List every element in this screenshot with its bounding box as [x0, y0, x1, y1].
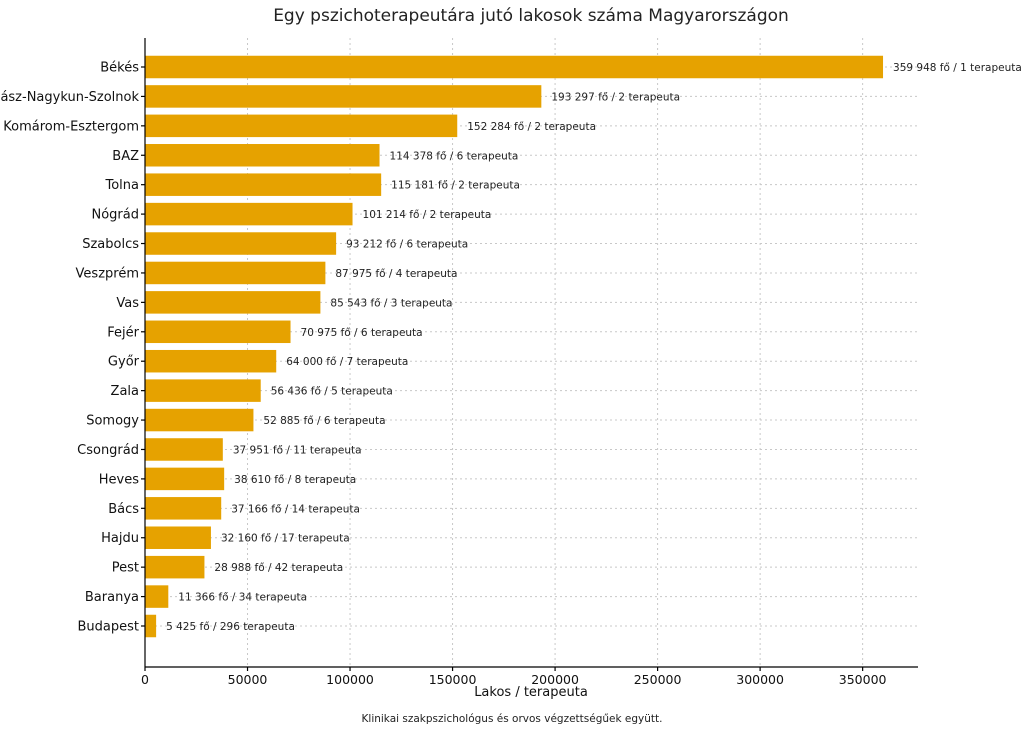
- bar-data-label: 5 425 fő / 296 terapeuta: [166, 621, 295, 633]
- category-label: Somogy: [86, 414, 139, 429]
- category-label: Bács: [108, 502, 139, 517]
- category-label: Csongrád: [77, 443, 139, 458]
- category-label: Nógrád: [92, 208, 140, 223]
- bar-data-label: 56 436 fő / 5 terapeuta: [271, 386, 393, 398]
- bar-data-label: 64 000 fő / 7 terapeuta: [286, 356, 408, 368]
- bar-data-label: 114 378 fő / 6 terapeuta: [390, 150, 519, 162]
- category-label: Szabolcs: [82, 237, 139, 252]
- category-label: Békés: [100, 61, 139, 76]
- category-label: Baranya: [85, 590, 139, 605]
- bar-data-label: 11 366 fő / 34 terapeuta: [178, 592, 307, 604]
- bar: [145, 438, 223, 461]
- category-label: Komárom-Esztergom: [3, 119, 139, 134]
- bar: [145, 114, 458, 138]
- bar: [145, 585, 169, 608]
- bar-data-label: 28 988 fő / 42 terapeuta: [214, 562, 343, 574]
- grid-lines: [145, 38, 918, 667]
- bar: [145, 379, 261, 402]
- x-tick-label: 350000: [839, 672, 887, 687]
- bar-data-label: 152 284 fő / 2 terapeuta: [467, 121, 596, 133]
- bar: [145, 349, 277, 373]
- bar-data-label: 37 166 fő / 14 terapeuta: [231, 503, 360, 515]
- x-tick-label: 300000: [736, 672, 784, 687]
- category-label: BAZ: [112, 149, 139, 164]
- bar-data-label: 38 610 fő / 8 terapeuta: [234, 474, 356, 486]
- bars: 359 948 fő / 1 terapeuta 193 297 fő / 2 t…: [145, 55, 1022, 638]
- bar: [145, 144, 380, 167]
- category-label: Zala: [111, 384, 139, 399]
- bar: [145, 408, 254, 432]
- category-label: Vas: [116, 296, 139, 311]
- bar-data-label: 101 214 fő / 2 terapeuta: [363, 209, 492, 221]
- x-tick-label: 150000: [429, 672, 477, 687]
- category-label: Veszprém: [76, 266, 139, 281]
- x-tick-label: 100000: [326, 672, 374, 687]
- bar: [145, 555, 205, 579]
- category-label: Tolna: [104, 178, 139, 193]
- x-tick-label: 0: [141, 672, 149, 687]
- category-label: Heves: [99, 472, 139, 487]
- x-axis-title: Lakos / terapeuta: [474, 685, 588, 700]
- bar: [145, 497, 222, 520]
- bar: [145, 467, 225, 491]
- bar-data-label: 37 951 fő / 11 terapeuta: [233, 444, 362, 456]
- category-label: Győr: [108, 355, 140, 370]
- bar-data-label: 32 160 fő / 17 terapeuta: [221, 533, 350, 545]
- bar: [145, 320, 291, 344]
- bar: [145, 173, 382, 196]
- category-label: Fejér: [107, 325, 139, 340]
- footnote: Klinikai szakpszichológus és orvos végze…: [361, 713, 663, 725]
- axes: 0 50000 100000 150000 200000 250000 300000 3500…: [0, 38, 918, 687]
- bar-data-label: 115 181 fő / 2 terapeuta: [391, 180, 520, 192]
- x-tick-label: 200000: [531, 672, 579, 687]
- bar: [145, 614, 157, 638]
- bar: [145, 291, 321, 314]
- chart-title: Egy pszichoterapeutára jutó lakosok szám…: [273, 6, 789, 26]
- bar-data-label: 70 975 fő / 6 terapeuta: [301, 327, 423, 339]
- bar: [145, 85, 542, 108]
- bar: [145, 55, 884, 79]
- bar: [145, 232, 337, 255]
- bar-data-label: 85 543 fő / 3 terapeuta: [330, 297, 452, 309]
- bar: [145, 202, 353, 226]
- category-label: Budapest: [78, 620, 140, 635]
- bar: [145, 261, 326, 285]
- bar: [145, 526, 211, 549]
- x-tick-label: 50000: [228, 672, 268, 687]
- bar-data-label: 359 948 fő / 1 terapeuta: [893, 62, 1022, 74]
- bar-data-label: 87 975 fő / 4 terapeuta: [335, 268, 457, 280]
- x-tick-label: 250000: [634, 672, 682, 687]
- bar-data-label: 52 885 fő / 6 terapeuta: [263, 415, 385, 427]
- bar-data-label: 193 297 fő / 2 terapeuta: [551, 91, 680, 103]
- bar-data-label: 93 212 fő / 6 terapeuta: [346, 239, 468, 251]
- category-label: Pest: [112, 561, 139, 576]
- category-label: Hajdu: [101, 531, 139, 546]
- category-label: Jász-Nagykun-Szolnok: [0, 90, 139, 105]
